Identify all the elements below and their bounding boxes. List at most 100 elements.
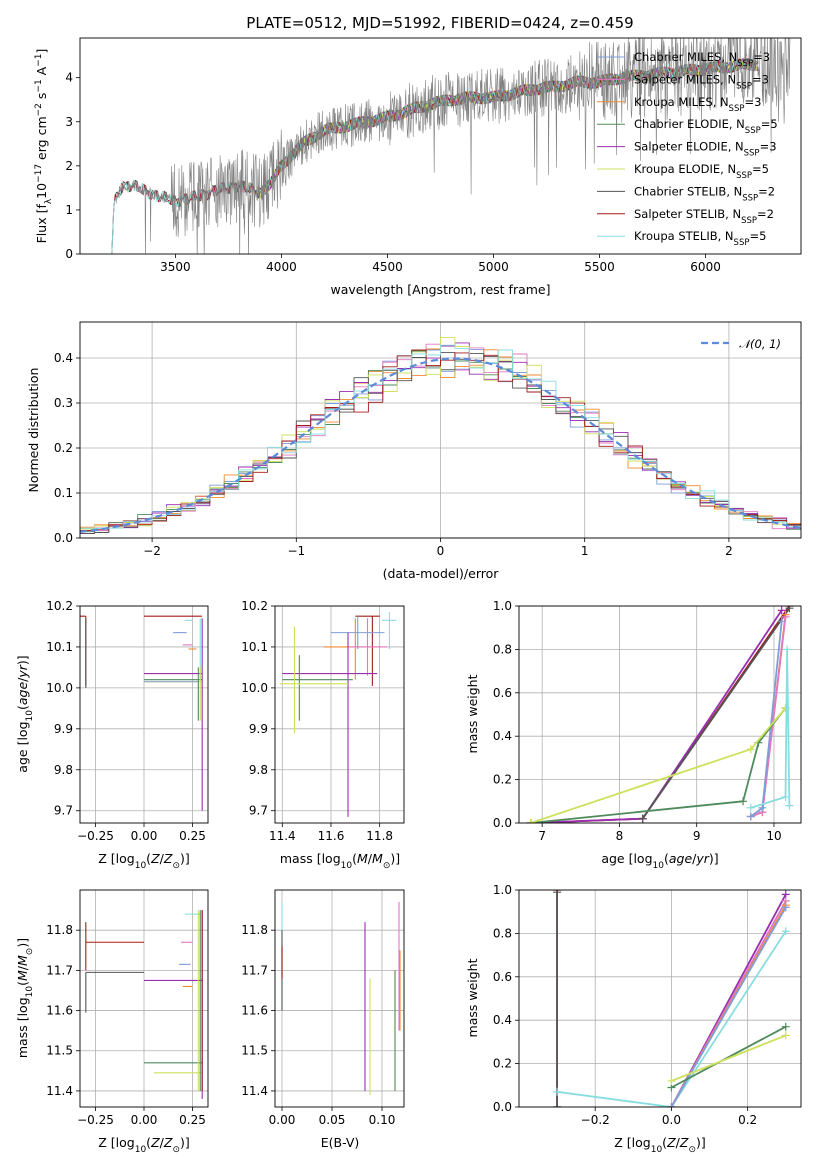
massweight-vs-age-ylabel: mass weight xyxy=(465,674,480,753)
massweight-vs-z-xlabel-part: 10 xyxy=(651,1145,663,1155)
weight-marker xyxy=(781,612,790,621)
age_vs_mass-ytick-label: 10.2 xyxy=(241,599,268,613)
massweight_vs_z-plot-area xyxy=(553,890,790,1107)
massweight_vs_z-ytick-label: 0.8 xyxy=(493,926,512,940)
spectrum-xlabel: wavelength [Angstrom, rest frame] xyxy=(330,282,550,297)
legend-entry-tail: =3 xyxy=(752,72,769,86)
legend-entry-tail: =2 xyxy=(757,207,774,221)
legend-entry-sub: SSP xyxy=(745,126,761,136)
mass-vs-z-ylabel-part: M xyxy=(15,955,30,966)
legend-entry-tail: =5 xyxy=(761,117,778,131)
massweight_vs_age-xtick-label: 10 xyxy=(766,829,781,843)
weight-marker xyxy=(785,801,794,810)
spectrum-ylabel-part: −1 xyxy=(34,54,44,67)
age-vs-z-ylabel-part: 10 xyxy=(25,710,35,722)
weight-marker xyxy=(739,797,748,806)
massweight_vs_age-ytick-label: 1.0 xyxy=(493,599,512,613)
massweight_vs_age-ytick-label: 0.0 xyxy=(493,816,512,830)
massweight_vs_z-ytick-label: 0.4 xyxy=(493,1013,512,1027)
massweight-vs-z-ylabel: mass weight xyxy=(465,958,480,1037)
legend-entry: Salpeter MILES, NSSP=3 xyxy=(634,72,769,91)
mass_vs_z-ytick-label: 11.6 xyxy=(46,1004,73,1018)
spectrum-ytick-label: 4 xyxy=(65,71,73,85)
mass-vs-ebv-xlabel: E(B-V) xyxy=(321,1135,360,1150)
massweight_vs_age-xtick-label: 8 xyxy=(616,829,624,843)
spectrum-ytick-label: 1 xyxy=(65,203,73,217)
mass-vs-z-xlabel: Z [log10(Z/Z⊙)] xyxy=(98,1135,190,1155)
spectrum-ylabel-part: Flux [f xyxy=(34,204,49,244)
residuals-plot-area xyxy=(80,337,801,535)
massweight_vs_z-frame xyxy=(518,889,802,1108)
spectrum-ylabel-part: −2 xyxy=(34,103,44,116)
residuals-xtick-label: 1 xyxy=(581,544,589,558)
mass_vs_z-xtick-label: 0.00 xyxy=(131,1113,158,1127)
age-vs-mass-xlabel-part: / xyxy=(368,851,373,866)
age-vs-mass-xlabel-part: )] xyxy=(390,851,400,866)
residuals-ytick-label: 0.2 xyxy=(54,441,73,455)
spectrum-ytick-label: 2 xyxy=(65,159,73,173)
age_vs_mass-ytick-label: 9.8 xyxy=(249,763,268,777)
residuals-ytick-label: 0.1 xyxy=(54,486,73,500)
massweight_vs_age-ytick-label: 0.8 xyxy=(493,642,512,656)
residuals-xtick-label: −1 xyxy=(287,544,305,558)
weight-marker xyxy=(746,745,755,754)
weight-marker xyxy=(638,814,647,823)
mass_vs_z-ytick-label: 11.8 xyxy=(46,923,73,937)
mass_vs_z-xtick-label: −0.25 xyxy=(77,1113,114,1127)
legend-entry-tail: =3 xyxy=(760,140,777,154)
age_vs_mass-ytick-label: 10.0 xyxy=(241,681,268,695)
mass-vs-z-xlabel-part: Z xyxy=(163,1135,173,1150)
weight-marker xyxy=(758,803,767,812)
gaussian-curve xyxy=(80,357,801,533)
residuals-xtick-label: 0 xyxy=(437,544,445,558)
spectrum-ylabel-part: −17 xyxy=(34,164,44,183)
mass_vs_z-xtick-label: 0.25 xyxy=(179,1113,206,1127)
mass_vs_z-ytick-label: 11.7 xyxy=(46,963,73,977)
legend-entry-sub: SSP xyxy=(729,104,745,114)
age_vs_mass-frame xyxy=(274,605,405,824)
age-vs-z-xlabel: Z [log10(Z/Z⊙)] xyxy=(98,851,190,871)
age_vs_mass-axes: 11.4 11.6 11.8 9.7 9.8 9.9 10.0 10.1 10.2 xyxy=(241,599,405,843)
spectrum-ylabel-part: A xyxy=(34,66,49,79)
massweight_vs_age-ytick-label: 0.6 xyxy=(493,686,512,700)
age-vs-mass-xlabel: mass [log10(M/M⊙)] xyxy=(280,851,400,871)
legend-entry-main: Kroupa MILES, N xyxy=(634,95,729,109)
age_vs_mass-ytick-label: 10.1 xyxy=(241,640,268,654)
age_vs_z-xtick-label: 0.25 xyxy=(179,829,206,843)
massweight-vs-age-xlabel-part: / xyxy=(692,851,697,866)
mass-vs-z-xlabel-part: 10 xyxy=(135,1145,147,1155)
age_vs_mass-ytick-label: 9.9 xyxy=(249,722,268,736)
legend-entry: Kroupa ELODIE, NSSP=5 xyxy=(634,162,769,181)
weight-marker xyxy=(781,1022,790,1031)
legend-entry-sub: SSP xyxy=(737,59,753,69)
age_vs_mass-plot-area xyxy=(279,612,397,817)
legend-entry-main: Chabrier ELODIE, N xyxy=(634,117,745,131)
age-vs-mass-xlabel-part: M xyxy=(372,851,383,866)
weight-line-kroupa_stelib xyxy=(556,930,787,1107)
age_vs_z-xtick-label: −0.25 xyxy=(77,829,114,843)
spectrum-xtick-label: 5500 xyxy=(584,260,615,274)
massweight_vs_z-xtick-label: 0.0 xyxy=(662,1113,681,1127)
age-vs-mass-xlabel-part: mass [log xyxy=(280,851,341,866)
massweight_vs_age-ytick-label: 0.4 xyxy=(493,729,512,743)
mass_vs_ebv-ytick-label: 11.4 xyxy=(241,1084,268,1098)
weight-marker xyxy=(781,903,790,912)
mass_vs_ebv-frame xyxy=(274,889,405,1108)
spectrum-ylabel: Flux [fλ10−17 erg cm−2 s−1 A−1] xyxy=(34,49,54,244)
age-vs-z-xlabel-part: ⊙ xyxy=(172,861,180,871)
age-vs-z-xlabel-part: ( xyxy=(146,851,151,866)
spectrum-xtick-label: 3500 xyxy=(160,260,191,274)
figure-title: PLATE=0512, MJD=51992, FIBERID=0424, z=0… xyxy=(246,14,633,32)
spectrum-ylabel-part: 10 xyxy=(34,183,49,199)
massweight-vs-age-xlabel: age [log10(age/yr)] xyxy=(601,851,718,871)
massweight-vs-z-xlabel-part: Z [log xyxy=(614,1135,650,1150)
weight-marker xyxy=(553,1103,562,1107)
legend-entry: Salpeter ELODIE, NSSP=3 xyxy=(634,140,777,159)
spectrum-ylabel-part: λ xyxy=(44,198,54,204)
mass-vs-z-xlabel-part: Z [log xyxy=(98,1135,134,1150)
residuals-xtick-label: 2 xyxy=(725,544,733,558)
mass_vs_ebv-xtick-label: 0.05 xyxy=(319,1113,346,1127)
age-vs-mass-xlabel-part: ⊙ xyxy=(383,861,391,871)
massweight_vs_age-plot-area xyxy=(526,606,794,823)
